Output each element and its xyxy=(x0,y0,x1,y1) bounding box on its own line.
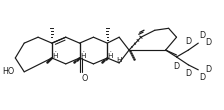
Text: D: D xyxy=(199,73,205,82)
Text: HO: HO xyxy=(2,67,14,76)
Text: Ḣ: Ḣ xyxy=(52,53,58,59)
Text: D: D xyxy=(173,62,180,71)
Text: D: D xyxy=(205,65,211,74)
Text: D: D xyxy=(205,38,211,47)
Text: Ḣ: Ḣ xyxy=(108,53,113,59)
Text: H: H xyxy=(116,57,122,63)
Text: Ḣ: Ḣ xyxy=(80,53,85,59)
Text: D: D xyxy=(199,31,205,40)
Text: D: D xyxy=(185,69,192,78)
Text: O: O xyxy=(82,74,88,83)
Text: D: D xyxy=(185,37,192,46)
